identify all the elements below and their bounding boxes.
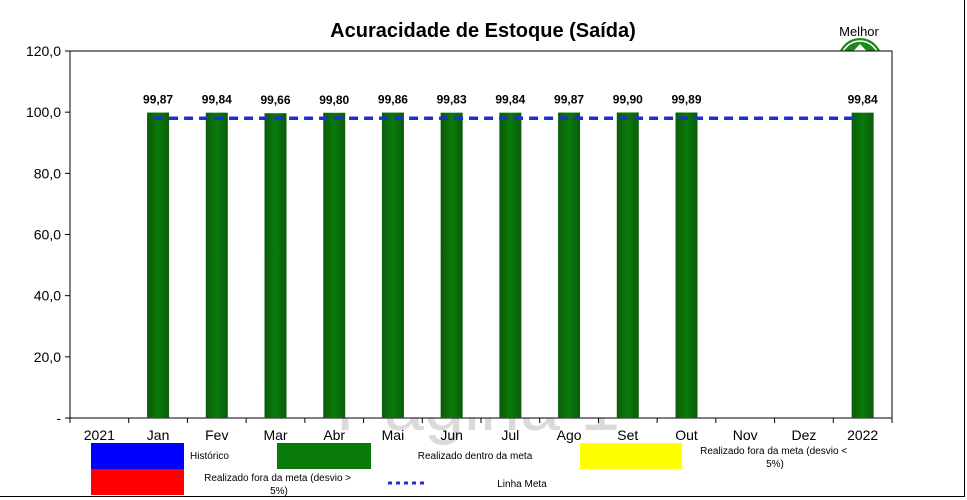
legend-swatch-fora-maior bbox=[91, 469, 184, 495]
data-label: 99,87 bbox=[554, 93, 584, 107]
y-tick-label: 60,0 bbox=[34, 227, 61, 243]
bar-out bbox=[675, 112, 698, 418]
legend: Histórico Realizado dentro da meta Reali… bbox=[91, 443, 850, 497]
x-tick-label: Mai bbox=[382, 427, 405, 443]
bar-2022 bbox=[851, 112, 874, 418]
data-label: 99,90 bbox=[613, 92, 643, 106]
x-tick-label: Fev bbox=[205, 427, 228, 443]
x-axis: 2021 Jan Fev Mar Abr Mai Jun Jul Ago Set Out Nov Dez… bbox=[69, 418, 893, 443]
bar-mai bbox=[381, 112, 404, 418]
bar-ago bbox=[558, 112, 581, 419]
legend-swatch-historico bbox=[91, 443, 184, 469]
y-tick-label: 80,0 bbox=[34, 165, 61, 181]
data-label: 99,80 bbox=[319, 93, 349, 107]
legend-label-dentro: Realizado dentro da meta bbox=[418, 451, 533, 462]
bar-fev bbox=[205, 112, 228, 418]
y-tick-label: 120,0 bbox=[26, 43, 61, 59]
bar-set bbox=[616, 112, 639, 418]
x-tick-label: Set bbox=[617, 427, 638, 443]
y-tick-label: 100,0 bbox=[26, 104, 61, 120]
data-label: 99,84 bbox=[495, 93, 525, 107]
x-tick-label: Nov bbox=[733, 427, 758, 443]
data-label: 99,84 bbox=[202, 93, 232, 107]
x-tick-label: Ago bbox=[557, 427, 582, 443]
x-tick-label: Mar bbox=[263, 427, 287, 443]
x-tick-label: Out bbox=[675, 427, 698, 443]
x-tick-label: Jan bbox=[147, 427, 170, 443]
legend-label-fora-menor: Realizado fora da meta (desvio < 5%) bbox=[700, 446, 850, 470]
legend-swatch-fora-menor bbox=[580, 443, 682, 469]
data-label: 99,87 bbox=[143, 93, 173, 107]
legend-label-meta: Linha Meta bbox=[497, 479, 547, 490]
bars-group bbox=[147, 112, 874, 419]
data-label: 99,83 bbox=[437, 93, 467, 107]
bar-jul bbox=[499, 112, 522, 418]
bar-jan bbox=[147, 112, 170, 419]
legend-label-fora-maior: Realizado fora da meta (desvio > 5%) bbox=[204, 473, 354, 497]
legend-label-historico: Histórico bbox=[190, 451, 229, 462]
y-tick-label: - bbox=[56, 410, 61, 426]
y-tick-label: 40,0 bbox=[34, 288, 61, 304]
x-tick-label: Jul bbox=[501, 427, 519, 443]
plot-area bbox=[69, 50, 893, 419]
data-labels-group: 99,87 99,84 99,66 99,80 99,86 99,83 99,84 99,87… bbox=[143, 92, 878, 107]
data-label: 99,66 bbox=[260, 93, 290, 107]
x-tick-label: 2022 bbox=[847, 427, 878, 443]
x-tick-label: Dez bbox=[791, 427, 816, 443]
y-axis: - 20,0 40,0 60,0 80,0 100,0 120,0 bbox=[26, 43, 70, 426]
legend-swatch-dentro bbox=[277, 443, 371, 469]
chart-title: Acuracidade de Estoque (Saída) bbox=[330, 20, 636, 42]
bar-jun bbox=[440, 112, 463, 418]
better-label: Melhor bbox=[839, 24, 879, 39]
x-tick-label: Abr bbox=[323, 427, 345, 443]
bar-mar bbox=[264, 113, 287, 419]
data-label: 99,84 bbox=[848, 93, 878, 107]
bar-abr bbox=[323, 112, 346, 419]
y-tick-label: 20,0 bbox=[34, 349, 61, 365]
data-label: 99,86 bbox=[378, 93, 408, 107]
x-tick-label: Jun bbox=[440, 427, 463, 443]
data-label: 99,89 bbox=[671, 93, 701, 107]
x-tick-label: 2021 bbox=[84, 427, 115, 443]
